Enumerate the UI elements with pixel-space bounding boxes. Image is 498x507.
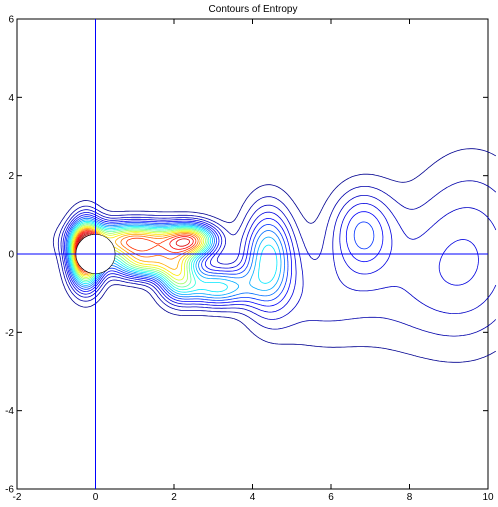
y-tick-label: -4 — [5, 406, 14, 417]
x-tick-label: 2 — [171, 492, 177, 503]
y-tick-label: 0 — [8, 250, 14, 261]
contour-level-9 — [68, 220, 278, 293]
chart-title: Contours of Entropy — [209, 4, 298, 15]
x-tick-label: 6 — [328, 492, 334, 503]
x-axis-ticks: -2 0 2 4 6 8 10 — [13, 19, 494, 503]
contour-level-4 — [62, 203, 479, 313]
contour-lines — [52, 148, 497, 363]
y-tick-label: 2 — [8, 171, 14, 182]
contour-level-13 — [71, 225, 205, 281]
x-tick-label: 10 — [482, 492, 494, 503]
x-tick-label: 0 — [93, 492, 99, 503]
contour-level-6 — [65, 216, 375, 302]
contour-level-2 — [57, 180, 497, 337]
contour-level-3 — [60, 195, 497, 320]
contour-level-1 — [52, 148, 497, 363]
y-tick-label: -2 — [5, 328, 14, 339]
x-tick-label: -2 — [13, 492, 22, 503]
contour-level-12 — [71, 224, 206, 285]
x-tick-label: 8 — [407, 492, 413, 503]
x-tick-label: 4 — [250, 492, 256, 503]
y-tick-label: 4 — [8, 93, 14, 104]
contour-level-8 — [67, 219, 282, 296]
y-tick-label: 6 — [8, 15, 14, 26]
contour-level-5 — [64, 211, 384, 307]
y-tick-label: -6 — [5, 485, 14, 496]
